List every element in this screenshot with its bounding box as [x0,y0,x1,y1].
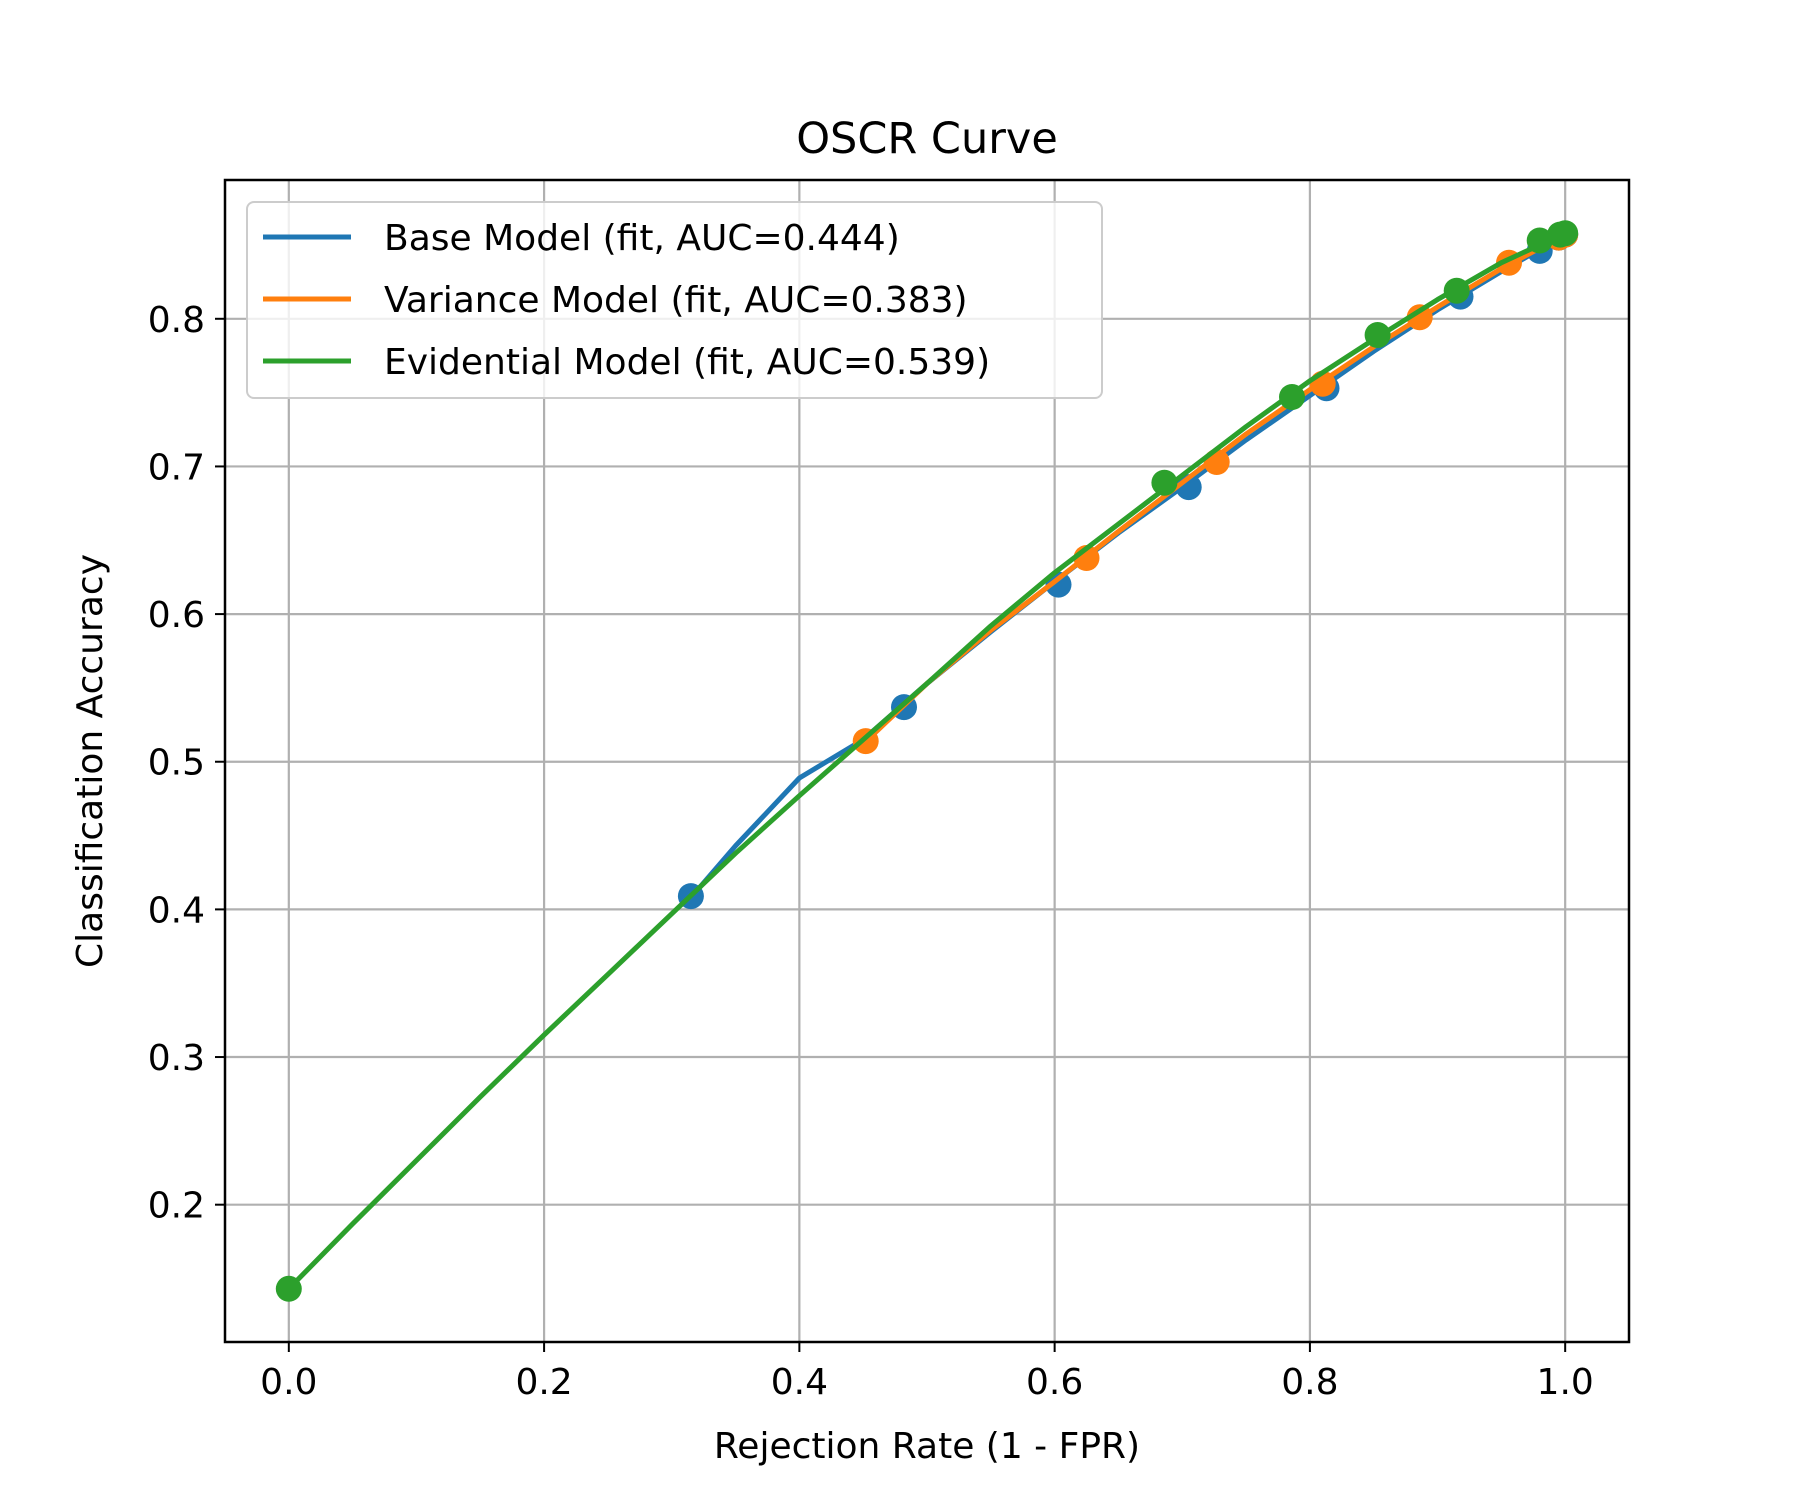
y-tick-label: 0.7 [148,447,205,488]
x-tick-label: 0.8 [1281,1362,1338,1403]
series-point [1406,304,1433,331]
axis-ticks: 0.0 0.2 0.4 0.6 0.8 1.0 0.2 0.3 0.4 0.5 0.6 0.7 0.8 [148,300,1594,1403]
y-tick-label: 0.8 [148,300,205,341]
y-tick-label: 0.6 [148,595,205,636]
plot-series [275,220,1579,1302]
x-tick-label: 0.0 [260,1362,317,1403]
legend-label: Base Model (fit, AUC=0.444) [384,218,900,259]
series-fit-line [286,230,1568,1292]
series-point [1364,322,1391,348]
legend-label: Evidential Model (fit, AUC=0.539) [384,342,990,383]
legend: Base Model (fit, AUC=0.444) Variance Mode… [246,201,1103,399]
x-tick-label: 1.0 [1537,1362,1594,1403]
legend-label: Variance Model (fit, AUC=0.383) [384,280,968,321]
series-point [1552,220,1579,247]
x-tick-label: 0.2 [515,1362,572,1403]
y-tick-label: 0.2 [148,1186,205,1227]
series-group [275,220,1579,1302]
chart-title: OSCR Curve [796,114,1058,164]
series-point [1279,384,1305,410]
x-axis-label: Rejection Rate (1 - FPR) [714,1426,1140,1467]
series-point [1443,277,1470,304]
series-point [1526,227,1553,254]
series-point [1151,469,1178,496]
y-tick-label: 0.5 [148,743,205,784]
y-axis-label: Classification Accuracy [70,554,111,968]
series-point [275,1275,302,1302]
legend-box [246,201,1103,399]
x-tick-label: 0.4 [771,1362,828,1403]
x-tick-label: 0.6 [1026,1362,1083,1403]
y-tick-label: 0.3 [148,1038,205,1079]
y-tick-label: 0.4 [148,890,205,931]
